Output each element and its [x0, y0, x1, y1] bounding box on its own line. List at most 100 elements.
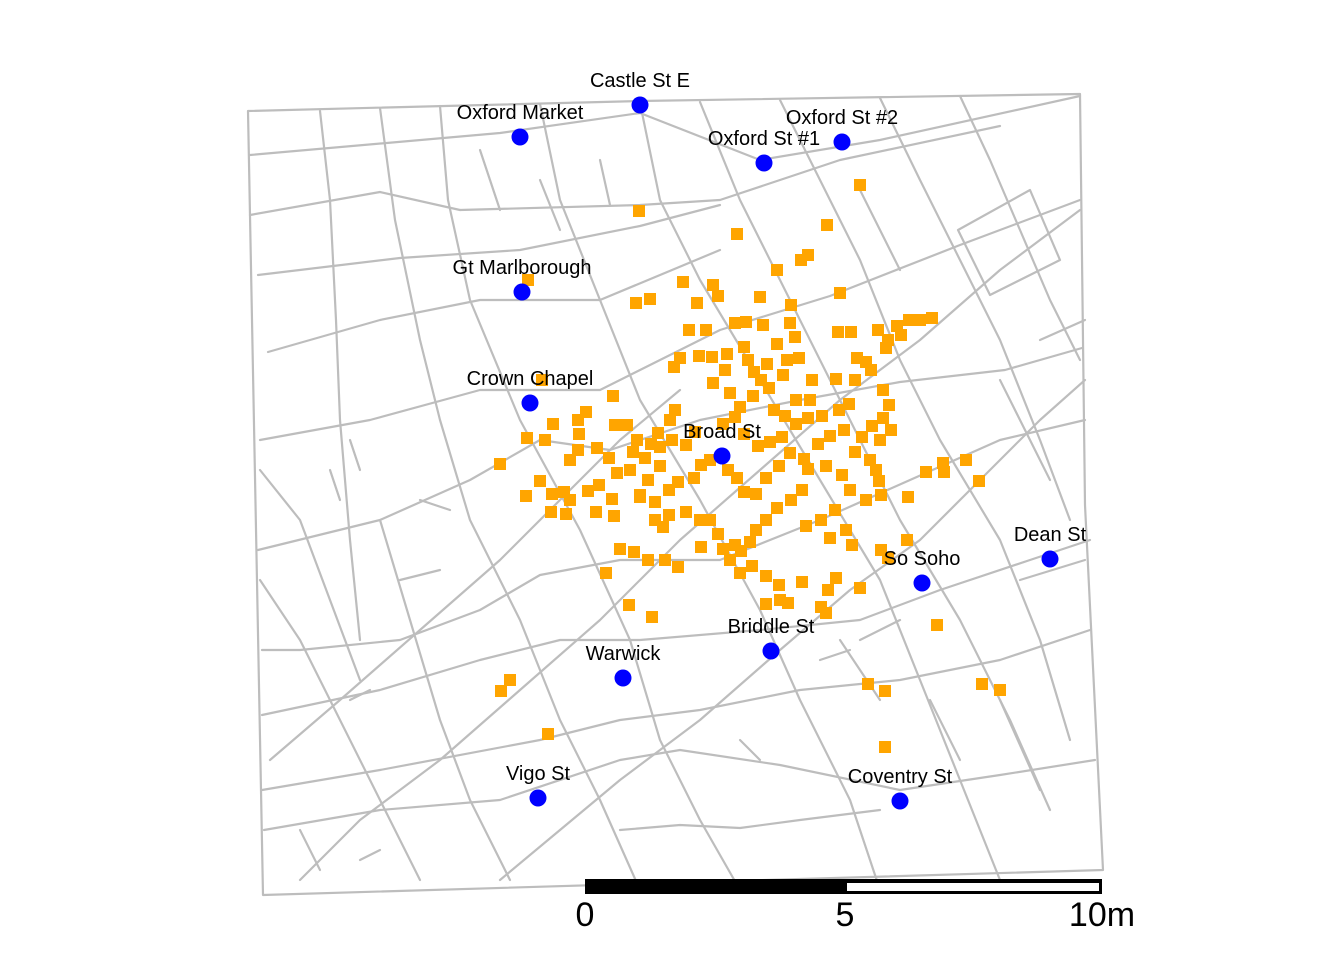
death-marker	[717, 418, 729, 430]
water-pumps-layer: Castle St E Oxford Market Oxford St #2Oxfo…	[453, 70, 1087, 810]
pump-label: Oxford Market	[457, 102, 584, 124]
death-marker	[606, 493, 618, 505]
death-marker	[771, 502, 783, 514]
death-marker	[695, 541, 707, 553]
death-marker	[902, 491, 914, 503]
death-marker	[752, 440, 764, 452]
death-marker	[785, 494, 797, 506]
death-marker	[877, 412, 889, 424]
death-marker	[740, 316, 752, 328]
death-marker	[816, 410, 828, 422]
death-marker	[830, 572, 842, 584]
death-marker	[782, 597, 794, 609]
death-marker	[564, 494, 576, 506]
death-marker	[879, 685, 891, 697]
pump-label: Broad St	[683, 421, 761, 443]
death-marker	[536, 374, 548, 386]
pump-label: Crown Chapel	[467, 368, 594, 390]
death-marker	[542, 728, 554, 740]
pump-label: Briddle St	[728, 616, 815, 638]
death-marker	[880, 342, 892, 354]
death-marker	[717, 543, 729, 555]
death-marker	[734, 401, 746, 413]
death-marker	[724, 554, 736, 566]
pump-label: Gt Marlborough	[453, 257, 592, 279]
death-marker	[609, 419, 621, 431]
death-marker	[729, 539, 741, 551]
death-marker	[746, 560, 758, 572]
scale-label-10m: 10m	[1069, 896, 1135, 934]
death-marker	[866, 420, 878, 432]
death-marker	[521, 432, 533, 444]
death-marker	[738, 486, 750, 498]
death-marker	[707, 377, 719, 389]
death-marker	[663, 509, 675, 521]
death-marker	[642, 474, 654, 486]
pump-label: Oxford St #1	[708, 128, 820, 150]
pump-marker	[513, 283, 531, 301]
death-marker	[504, 674, 516, 686]
pump-label: Castle St E	[590, 70, 690, 92]
death-marker	[590, 506, 602, 518]
death-marker	[873, 475, 885, 487]
death-marker	[802, 463, 814, 475]
death-marker	[903, 314, 915, 326]
death-marker	[738, 428, 750, 440]
death-marker	[914, 314, 926, 326]
pump-label: Warwick	[586, 643, 662, 665]
death-marker	[761, 358, 773, 370]
death-marker	[729, 411, 741, 423]
death-marker	[646, 611, 658, 623]
death-marker	[731, 472, 743, 484]
death-marker	[712, 528, 724, 540]
pump-label: Oxford St #2	[786, 107, 898, 129]
death-marker	[624, 464, 636, 476]
death-marker	[771, 264, 783, 276]
death-marker	[781, 354, 793, 366]
death-marker	[883, 399, 895, 411]
pump-marker	[1041, 550, 1059, 568]
death-marker	[768, 404, 780, 416]
death-marker	[802, 412, 814, 424]
death-marker	[721, 348, 733, 360]
death-marker	[874, 434, 886, 446]
death-marker	[843, 398, 855, 410]
death-marker	[669, 404, 681, 416]
death-marker	[836, 469, 848, 481]
death-marker	[680, 439, 692, 451]
death-marker	[784, 447, 796, 459]
death-marker	[689, 426, 701, 438]
death-marker	[666, 434, 678, 446]
death-marker	[796, 484, 808, 496]
death-marker	[773, 579, 785, 591]
death-marker	[572, 414, 584, 426]
pump-label: Vigo St	[506, 763, 571, 785]
death-marker	[680, 506, 692, 518]
death-marker	[926, 312, 938, 324]
death-marker	[802, 249, 814, 261]
pump-label: Dean St	[1014, 524, 1087, 546]
death-marker	[700, 324, 712, 336]
death-marker	[760, 514, 772, 526]
pump-marker	[833, 133, 851, 151]
pump-marker	[511, 128, 529, 146]
death-marker	[764, 436, 776, 448]
death-marker	[704, 454, 716, 466]
death-marker	[712, 290, 724, 302]
death-marker	[621, 419, 633, 431]
death-marker	[784, 317, 796, 329]
death-marker	[771, 338, 783, 350]
death-marker	[724, 387, 736, 399]
pump-marker	[762, 642, 780, 660]
scale-bar: 0 5 10m	[576, 879, 1135, 934]
death-marker	[748, 366, 760, 378]
death-marker	[845, 326, 857, 338]
death-marker	[757, 319, 769, 331]
pump-marker	[614, 669, 632, 687]
death-marker	[573, 428, 585, 440]
pump-marker	[755, 154, 773, 172]
death-marker	[785, 299, 797, 311]
death-marker	[901, 534, 913, 546]
death-marker	[534, 475, 546, 487]
